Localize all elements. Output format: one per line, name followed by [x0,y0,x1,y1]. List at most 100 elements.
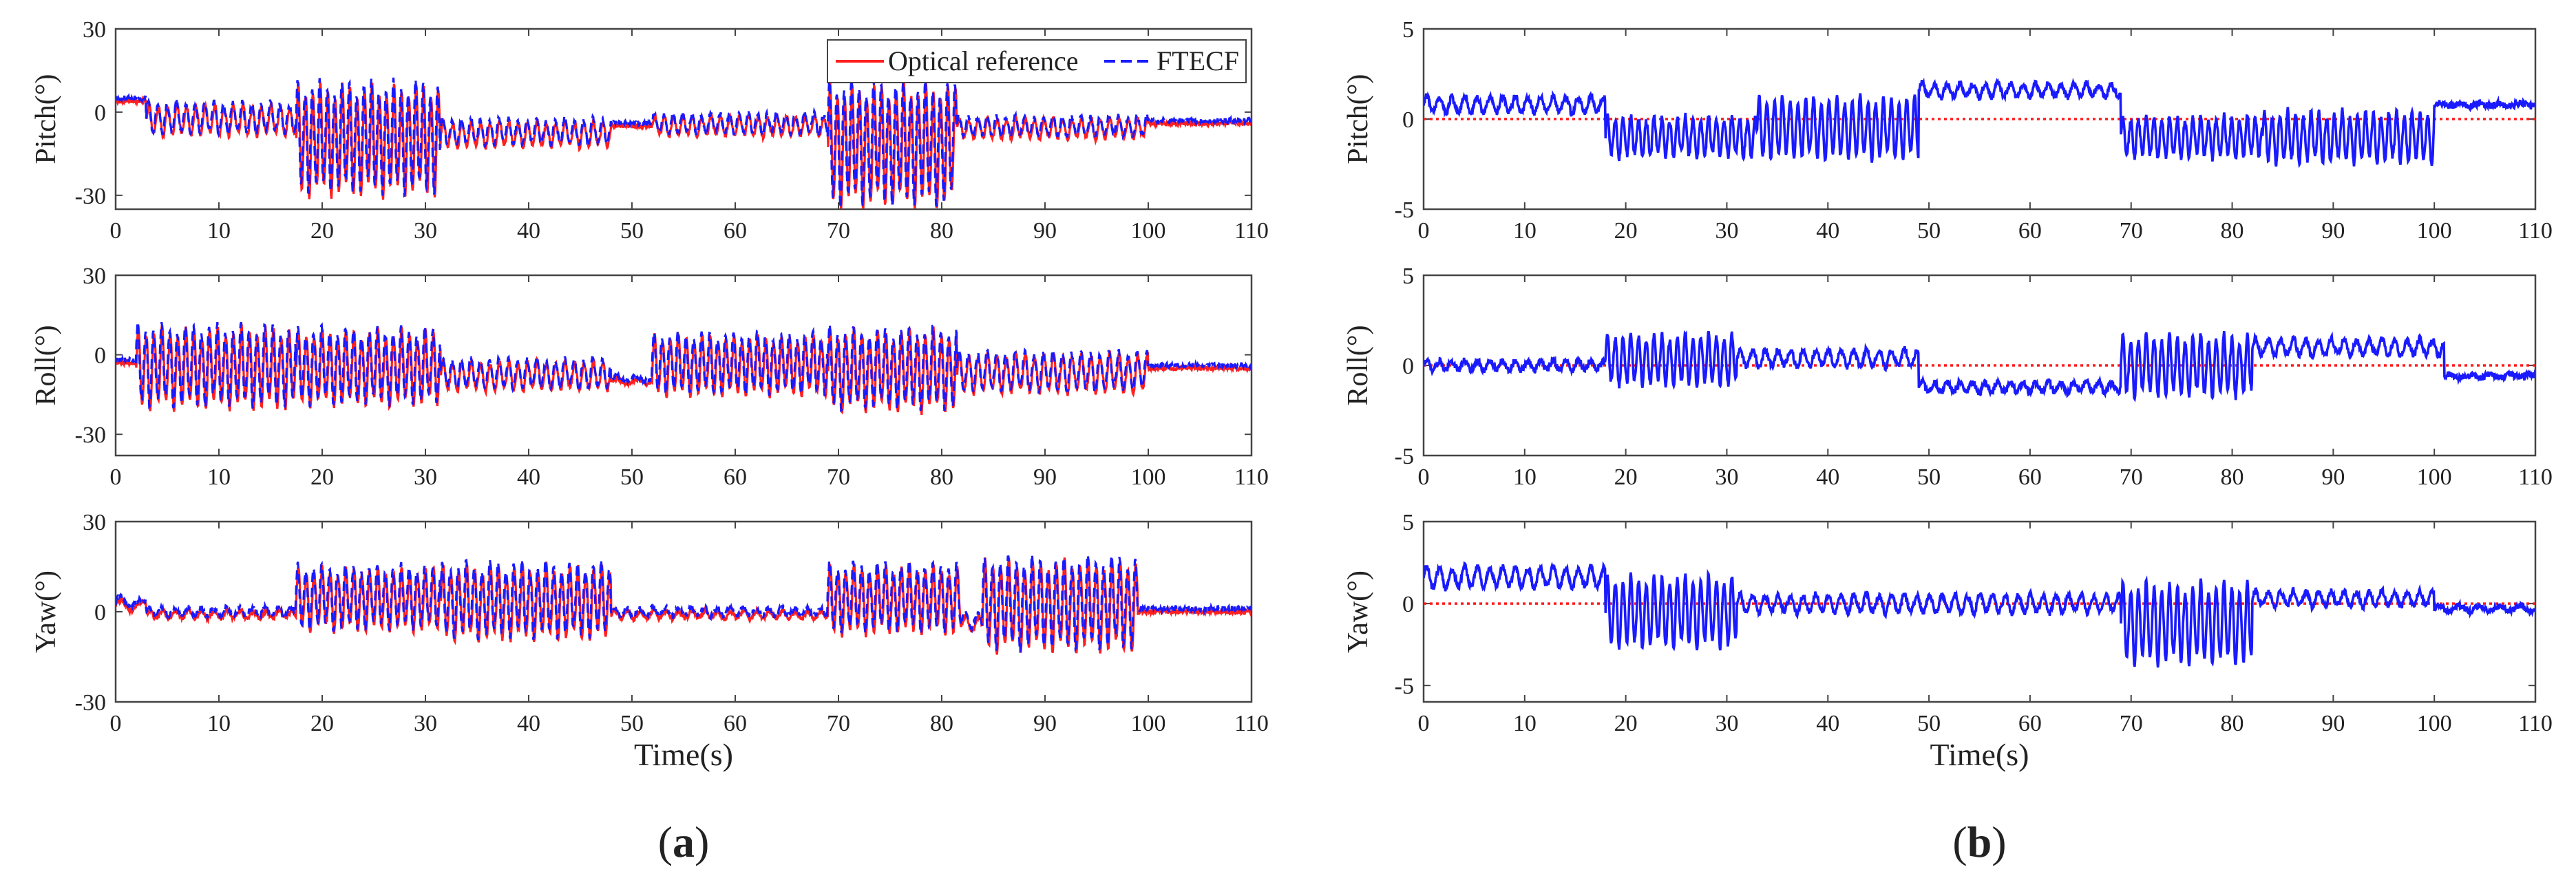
x-tick-label: 40 [1816,711,1839,736]
y-axis-label: Roll(°) [30,325,62,405]
y-tick-label: 0 [1402,592,1414,617]
x-tick-label: 90 [2321,464,2345,490]
x-tick-label: 10 [1513,464,1537,490]
y-tick-label: 30 [83,264,106,289]
y-tick-label: 0 [94,100,106,126]
x-tick-label: 100 [2417,711,2452,736]
panel-label-part: ( [1952,817,1967,866]
y-tick-label: -5 [1395,674,1414,699]
x-tick-label: 80 [930,218,953,244]
y-tick-label: 5 [1402,17,1414,43]
y-tick-label: -30 [75,690,106,716]
x-tick-label: 40 [517,711,540,736]
x-axis-label: Time(s) [1930,737,2029,772]
x-tick-label: 100 [2417,218,2452,244]
x-tick-label: 90 [1033,464,1057,490]
series-error [1424,77,2535,169]
x-tick-label: 80 [930,464,953,490]
x-tick-label: 90 [2321,218,2345,244]
x-tick-label: 40 [517,218,540,244]
x-tick-label: 50 [620,464,644,490]
y-tick-label: -5 [1395,444,1414,469]
chart-panel-a: 0 10 20 30 40 50 60 70 80 90 100 110300-30Pitch(°)0… [30,17,1269,866]
x-tick-label: 60 [2018,218,2042,244]
y-axis-label: Pitch(°) [1342,74,1374,164]
panel-label: (a) [658,817,710,866]
series-ftecf [116,76,1251,209]
x-tick-label: 50 [620,218,644,244]
y-tick-label: 5 [1402,264,1414,289]
axes-frame [1422,520,2537,703]
series-ftecf [116,553,1251,653]
x-tick-label: 110 [2518,711,2553,736]
y-axis-label: Roll(°) [1342,325,1374,405]
x-tick-label: 50 [1917,711,1941,736]
y-tick-label: 30 [83,17,106,43]
x-tick-label: 0 [1418,218,1430,244]
x-tick-label: 30 [414,464,437,490]
legend-box [827,39,1247,83]
x-tick-label: 70 [2120,464,2143,490]
y-tick-label: -5 [1395,197,1414,223]
x-tick-label: 80 [2221,218,2244,244]
x-tick-label: 110 [1234,711,1269,736]
x-tick-label: 70 [827,218,850,244]
x-tick-label: 20 [1614,711,1638,736]
x-tick-label: 20 [310,218,334,244]
x-tick-label: 0 [110,218,122,244]
x-axis-label: Time(s) [634,737,733,772]
x-tick-label: 30 [1715,711,1738,736]
x-tick-label: 60 [724,464,747,490]
x-tick-label: 30 [414,218,437,244]
y-tick-label: 30 [83,510,106,535]
x-tick-label: 100 [1131,464,1166,490]
x-tick-label: 90 [2321,711,2345,736]
x-tick-label: 80 [930,711,953,736]
x-tick-label: 80 [2221,711,2244,736]
x-tick-label: 110 [2518,464,2553,490]
y-tick-label: -30 [75,423,106,448]
x-tick-label: 0 [110,464,122,490]
series-error [1424,561,2535,668]
x-tick-label: 100 [1131,711,1166,736]
panel-label-part: b [1967,817,1992,866]
x-tick-label: 70 [2120,711,2143,736]
panel-label-part: ( [658,817,673,866]
x-tick-label: 10 [1513,711,1537,736]
x-tick-label: 30 [1715,464,1738,490]
x-tick-label: 100 [2417,464,2452,490]
y-axis-label: Pitch(°) [30,74,62,164]
legend-label-optical-reference: Optical reference [888,45,1078,76]
x-tick-label: 40 [1816,218,1839,244]
x-tick-label: 100 [1131,218,1166,244]
y-tick-label: 0 [1402,107,1414,133]
x-tick-label: 90 [1033,711,1057,736]
x-tick-label: 10 [1513,218,1537,244]
x-tick-label: 10 [207,218,231,244]
y-axis-label: Yaw(°) [1342,570,1374,653]
series-error [1424,330,2535,403]
y-tick-label: 5 [1402,510,1414,535]
x-tick-label: 50 [1917,464,1941,490]
x-tick-label: 0 [1418,711,1430,736]
x-tick-label: 70 [827,711,850,736]
legend: Optical reference FTECF [827,39,1247,83]
x-tick-label: 40 [1816,464,1839,490]
x-tick-label: 0 [110,711,122,736]
x-tick-label: 60 [2018,711,2042,736]
x-tick-label: 110 [1234,218,1269,244]
legend-label-ftecf: FTECF [1157,45,1239,76]
panel-label: (b) [1952,817,2006,866]
axes-frame [1422,274,2537,457]
panel-label-part: ) [695,817,709,866]
y-axis-label: Yaw(°) [30,570,62,653]
x-tick-label: 80 [2221,464,2244,490]
x-tick-label: 70 [827,464,850,490]
x-tick-label: 50 [1917,218,1941,244]
x-tick-label: 40 [517,464,540,490]
x-tick-label: 20 [1614,464,1638,490]
